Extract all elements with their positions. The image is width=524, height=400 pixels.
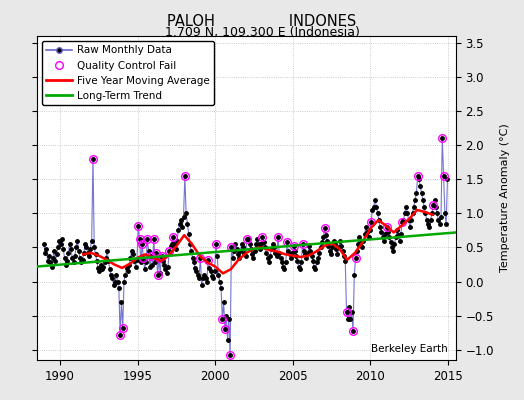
Text: Berkeley Earth: Berkeley Earth bbox=[371, 344, 447, 354]
Y-axis label: Temperature Anomaly (°C): Temperature Anomaly (°C) bbox=[500, 124, 510, 272]
Text: 1.709 N, 109.300 E (Indonesia): 1.709 N, 109.300 E (Indonesia) bbox=[165, 26, 359, 39]
Text: PALOH                INDONES: PALOH INDONES bbox=[167, 14, 357, 29]
Legend: Raw Monthly Data, Quality Control Fail, Five Year Moving Average, Long-Term Tren: Raw Monthly Data, Quality Control Fail, … bbox=[42, 41, 214, 105]
